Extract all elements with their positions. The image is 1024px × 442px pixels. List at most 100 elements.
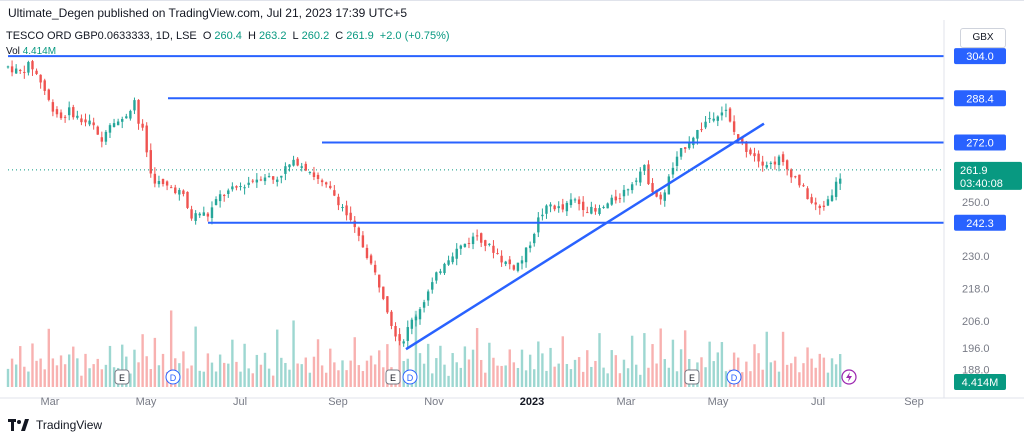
candle-body: [47, 89, 50, 100]
trendline[interactable]: [405, 122, 765, 351]
volume-bar: [206, 353, 210, 387]
earnings-marker-icon[interactable]: E: [385, 369, 401, 385]
candle-body: [121, 119, 124, 122]
volume-bar: [47, 328, 50, 387]
volume-bar: [435, 358, 438, 387]
y-tick-label: 188.0: [962, 364, 990, 376]
candle-body: [541, 214, 544, 217]
volume-bar: [647, 367, 650, 387]
candle-body: [810, 197, 813, 203]
candle-body: [598, 208, 601, 215]
level-label-bg: [954, 214, 1006, 231]
svg-text:D: D: [731, 373, 738, 383]
candle-body: [688, 142, 691, 149]
earnings-marker-icon[interactable]: E: [684, 369, 700, 385]
volume-bar: [810, 358, 813, 387]
candle-body: [198, 213, 201, 216]
candle-body: [382, 286, 385, 299]
volume-bar: [108, 345, 112, 387]
candle-body: [537, 217, 540, 233]
candle-body: [459, 245, 463, 249]
volume-bar: [480, 359, 483, 387]
volume-bar: [488, 342, 491, 387]
candle-body: [59, 112, 63, 119]
candle-body: [410, 319, 414, 329]
candle-body: [549, 204, 552, 207]
level-price-label: 242.3: [954, 214, 1006, 231]
symbol-name[interactable]: TESCO ORD GBP0.0633333, 1D, LSE: [6, 30, 197, 42]
dividend-marker-icon[interactable]: D: [726, 369, 742, 385]
volume-bar: [361, 371, 365, 387]
volume-bar: [614, 355, 618, 387]
candle-body: [27, 62, 30, 73]
candle-body: [133, 100, 136, 111]
volume-bar: [422, 363, 426, 387]
candle-body: [55, 109, 59, 115]
volume-bar: [186, 368, 189, 387]
candle-body: [426, 291, 430, 301]
x-tick-label: Mar: [41, 396, 60, 408]
level-price-label: 288.4: [954, 90, 1006, 107]
candle-body: [300, 166, 303, 168]
volume-bar: [324, 372, 328, 387]
volume-bar: [741, 372, 744, 387]
candle-body: [545, 205, 548, 214]
currency-button[interactable]: GBX: [960, 28, 1006, 48]
candle-body: [88, 120, 91, 125]
candle-body: [512, 265, 516, 270]
dividend-marker-icon[interactable]: D: [165, 369, 181, 385]
volume-bar: [761, 369, 764, 387]
dividend-marker-icon[interactable]: D: [402, 369, 418, 385]
change-value: +2.0 (+0.75%): [379, 30, 450, 42]
candle-body: [23, 71, 26, 73]
candle-body: [818, 205, 821, 209]
volume-bar: [231, 339, 234, 387]
candle-body: [533, 233, 536, 244]
volume-bar: [802, 363, 805, 387]
candle-body: [235, 186, 238, 188]
volume-bar: [149, 369, 152, 387]
volume-bar: [716, 352, 720, 387]
volume-bar: [838, 354, 842, 387]
close-value: 261.9: [346, 30, 374, 42]
volume-bar: [386, 344, 389, 387]
candle-body: [386, 296, 389, 313]
candle-body: [337, 196, 340, 206]
volume-bar: [235, 361, 238, 387]
volume-bar: [194, 326, 197, 387]
volume-bar: [557, 363, 560, 387]
lightning-event-icon[interactable]: [841, 369, 857, 385]
candle-body: [683, 147, 687, 149]
candle-body: [271, 176, 275, 180]
candle-body: [732, 121, 736, 132]
footer-brand-label: TradingView: [36, 418, 103, 432]
candle-body: [602, 206, 605, 208]
candle-body: [439, 271, 442, 273]
candle-body: [659, 194, 662, 200]
candle-body: [431, 282, 434, 290]
volume-bar: [553, 366, 556, 387]
volume-bar: [439, 345, 442, 387]
candle-body: [741, 137, 744, 142]
candle-body: [720, 112, 724, 116]
candle-body: [822, 205, 826, 207]
candle-body: [43, 80, 46, 91]
volume-bar: [369, 355, 373, 387]
volume-bar: [308, 372, 312, 387]
volume-bar: [141, 334, 144, 387]
candle-body: [663, 192, 666, 201]
candle-body: [834, 181, 838, 197]
candle-body: [259, 179, 263, 181]
earnings-marker-icon[interactable]: E: [114, 369, 130, 385]
candle-body: [496, 253, 499, 255]
candle-body: [100, 137, 104, 142]
volume-bar: [300, 364, 303, 387]
candle-body: [174, 187, 177, 194]
candle-body: [31, 61, 34, 70]
volume-bar: [251, 373, 254, 387]
candle-body: [422, 302, 426, 308]
candle-body: [96, 126, 99, 135]
x-tick-label: 2023: [520, 396, 544, 408]
